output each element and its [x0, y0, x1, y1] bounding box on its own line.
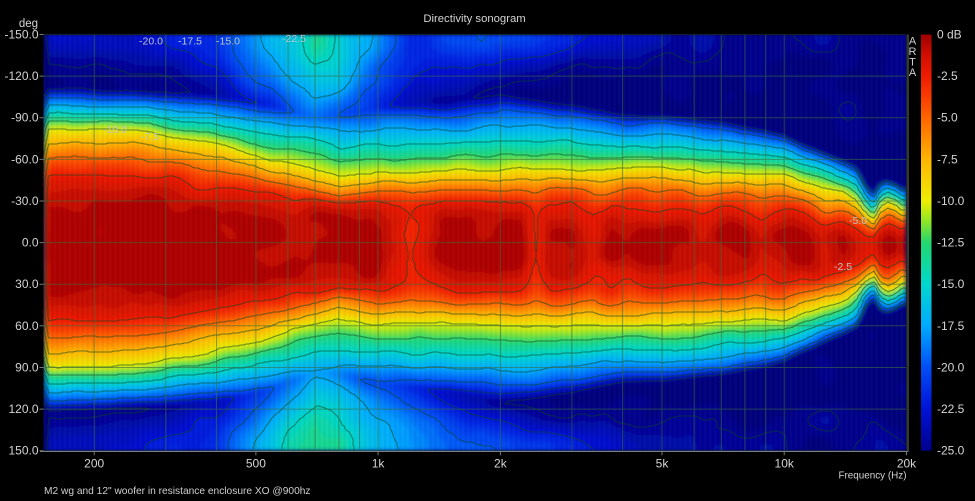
svg-text:-2.5: -2.5 [937, 69, 958, 83]
svg-text:-10.0: -10.0 [937, 194, 965, 208]
svg-text:deg: deg [19, 18, 38, 30]
svg-text:-25.0: -25.0 [937, 444, 965, 458]
svg-text:150.0: 150.0 [8, 444, 38, 458]
svg-text:A: A [909, 36, 917, 48]
svg-text:30.0: 30.0 [15, 277, 39, 291]
svg-text:2k: 2k [494, 457, 508, 471]
svg-text:-90.0: -90.0 [11, 111, 39, 125]
svg-text:-15.0: -15.0 [937, 277, 965, 291]
svg-text:Frequency (Hz): Frequency (Hz) [838, 471, 906, 482]
svg-text:60.0: 60.0 [15, 319, 39, 333]
svg-text:20k: 20k [897, 457, 917, 471]
svg-text:-20.0: -20.0 [139, 36, 163, 48]
svg-text:1k: 1k [372, 457, 386, 471]
svg-text:-7.5: -7.5 [141, 131, 159, 143]
svg-text:-60.0: -60.0 [11, 152, 39, 166]
svg-text:Directivity sonogram: Directivity sonogram [423, 13, 525, 25]
svg-text:-5.0: -5.0 [849, 215, 867, 227]
svg-text:10k: 10k [775, 457, 795, 471]
svg-text:-17.5: -17.5 [178, 36, 202, 48]
svg-text:-30.0: -30.0 [11, 194, 39, 208]
svg-text:T: T [909, 57, 916, 69]
svg-text:-7.5: -7.5 [937, 152, 958, 166]
svg-text:-17.5: -17.5 [937, 319, 965, 333]
svg-text:-15.0: -15.0 [216, 36, 240, 48]
svg-text:0.0: 0.0 [22, 236, 39, 250]
svg-text:-2.5: -2.5 [834, 261, 852, 273]
svg-text:0 dB: 0 dB [937, 28, 962, 42]
svg-text:-150.0: -150.0 [4, 28, 38, 42]
svg-text:90.0: 90.0 [15, 361, 39, 375]
svg-text:M2 wg and 12" woofer in resist: M2 wg and 12" woofer in resistance enclo… [44, 486, 311, 497]
svg-text:-12.5: -12.5 [937, 236, 965, 250]
svg-text:-5.0: -5.0 [937, 111, 958, 125]
svg-text:200: 200 [84, 457, 104, 471]
svg-text:A: A [909, 67, 917, 79]
svg-text:5k: 5k [656, 457, 670, 471]
svg-text:-20.0: -20.0 [937, 361, 965, 375]
svg-text:R: R [909, 46, 917, 58]
svg-text:-10.0: -10.0 [103, 124, 127, 136]
svg-text:500: 500 [246, 457, 266, 471]
svg-text:-22.5: -22.5 [282, 33, 306, 45]
svg-text:120.0: 120.0 [8, 402, 38, 416]
svg-text:-22.5: -22.5 [937, 402, 965, 416]
svg-text:-120.0: -120.0 [4, 69, 38, 83]
